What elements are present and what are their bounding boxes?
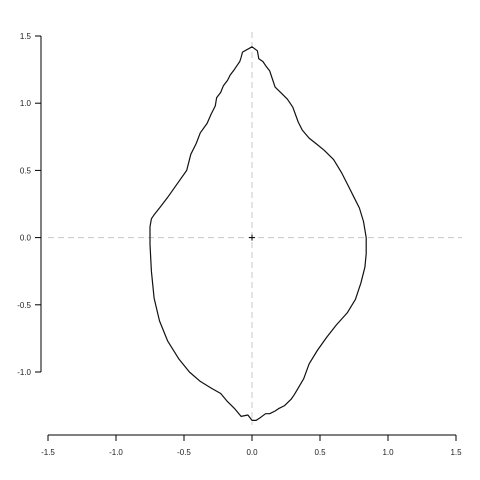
y-tick-label: 0.5 (20, 166, 32, 175)
x-tick-label: 1.5 (450, 448, 462, 457)
y-tick-label: 1.5 (20, 32, 32, 41)
y-tick-label: 0.0 (20, 234, 32, 243)
y-tick-label: -1.0 (17, 368, 31, 377)
x-axis: -1.5 -1.0 -0.5 0.0 0.5 1.0 1.5 (41, 434, 462, 457)
x-tick-label: 0.5 (314, 448, 326, 457)
x-tick-label: 0.0 (246, 448, 258, 457)
x-tick-label: 1.0 (382, 448, 394, 457)
y-tick-label: -0.5 (17, 301, 31, 310)
center-marker (249, 234, 255, 241)
y-axis: -1.0 -0.5 0.0 0.5 1.0 1.5 (17, 32, 42, 377)
x-tick-label: -1.5 (41, 448, 55, 457)
x-tick-label: -1.0 (109, 448, 123, 457)
contour-series (149, 46, 367, 421)
series-line-0 (149, 46, 367, 421)
reference-lines (48, 32, 462, 425)
y-tick-label: 1.0 (20, 99, 32, 108)
x-tick-label: -0.5 (177, 448, 191, 457)
